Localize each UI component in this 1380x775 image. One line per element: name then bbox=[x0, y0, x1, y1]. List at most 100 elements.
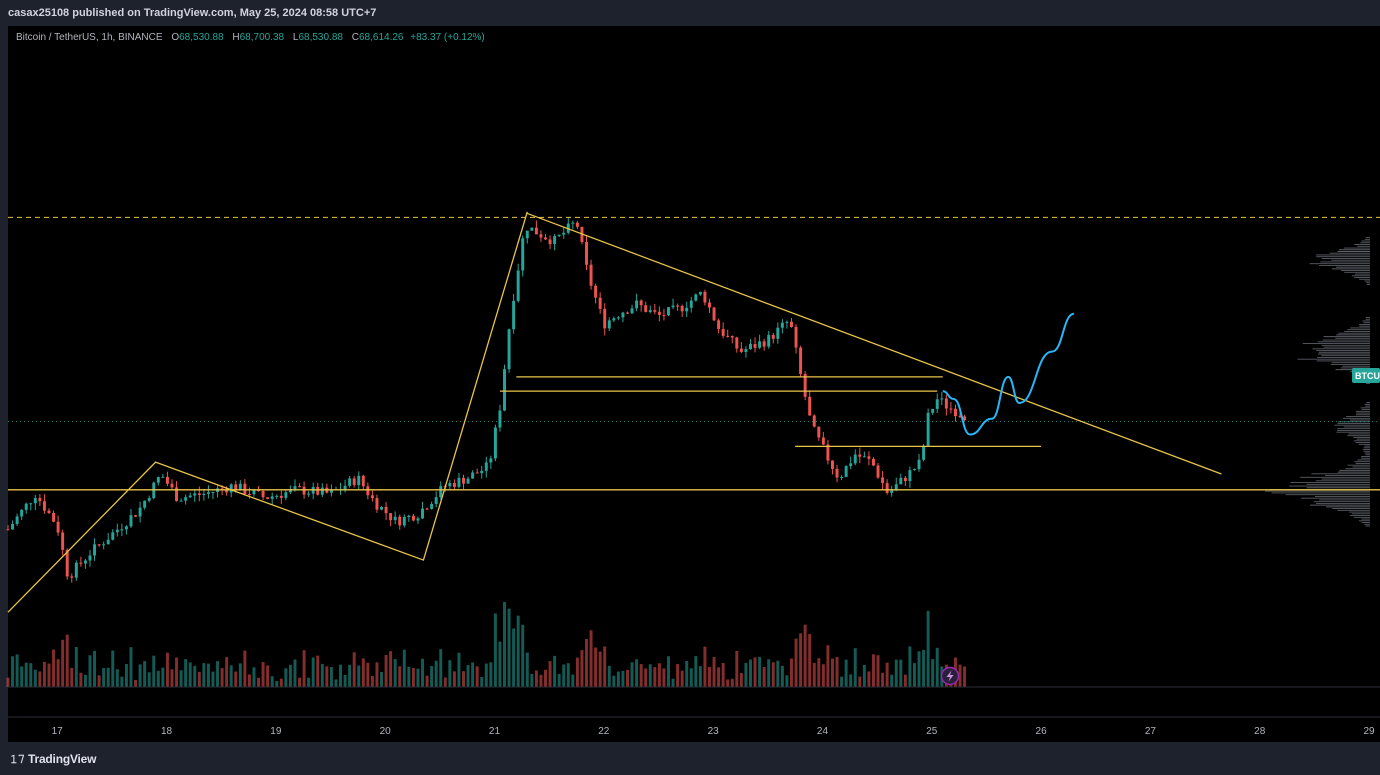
volume-bar bbox=[708, 667, 711, 687]
candle-body bbox=[516, 270, 520, 301]
candle-body bbox=[648, 310, 652, 312]
candle-body bbox=[821, 437, 825, 445]
candle-body bbox=[439, 486, 443, 498]
volume-bar bbox=[316, 655, 320, 687]
candle-body bbox=[717, 320, 721, 330]
volume-bar bbox=[143, 661, 147, 687]
volume-bar bbox=[70, 667, 74, 687]
volume-bar bbox=[858, 676, 862, 687]
candle-body bbox=[6, 529, 10, 531]
volume-bar bbox=[329, 667, 333, 687]
volume-bar bbox=[580, 650, 584, 687]
candle-body bbox=[671, 305, 675, 308]
volume-bar bbox=[621, 670, 625, 687]
volume-bar bbox=[712, 656, 716, 687]
candle-body bbox=[302, 486, 306, 495]
candle-body bbox=[917, 459, 921, 470]
candle-body bbox=[106, 539, 110, 545]
candle-body bbox=[42, 501, 46, 511]
volume-bar bbox=[234, 671, 238, 687]
candle-body bbox=[685, 307, 689, 312]
volume-bar bbox=[220, 668, 224, 687]
candle-body bbox=[361, 475, 365, 487]
volume-bar bbox=[908, 646, 912, 687]
volume-bar bbox=[585, 639, 588, 687]
candle-body bbox=[539, 234, 543, 238]
candle-body bbox=[935, 399, 939, 409]
volume-bar bbox=[789, 658, 793, 687]
volume-bar bbox=[138, 664, 142, 687]
volume-bar bbox=[471, 662, 475, 687]
volume-bar bbox=[216, 661, 220, 687]
chart-area[interactable] bbox=[8, 26, 1380, 742]
volume-bar bbox=[257, 677, 261, 687]
candle-body bbox=[799, 347, 803, 374]
candle-body bbox=[803, 373, 807, 397]
candle-body bbox=[840, 476, 844, 478]
ohlc-legend: Bitcoin / TetherUS, 1h, BINANCE O68,530.… bbox=[16, 32, 485, 43]
volume-bar bbox=[393, 659, 397, 687]
candle-body bbox=[179, 500, 183, 502]
volume-bar bbox=[124, 663, 128, 687]
candlesticks bbox=[6, 217, 967, 583]
volume-bar bbox=[771, 662, 775, 687]
descending-trendline bbox=[527, 212, 1222, 475]
candle-body bbox=[370, 495, 374, 499]
volume-bar bbox=[844, 659, 848, 687]
volume-bar bbox=[284, 668, 288, 687]
volume-bar bbox=[115, 669, 119, 687]
volume-bar bbox=[867, 671, 871, 687]
candle-body bbox=[188, 495, 192, 498]
volume-bar bbox=[553, 655, 557, 687]
alert-button[interactable] bbox=[940, 666, 960, 686]
candle-body bbox=[507, 329, 511, 370]
candle-body bbox=[881, 477, 885, 484]
candle-body bbox=[548, 239, 552, 245]
volume-bar bbox=[931, 659, 935, 687]
candle-body bbox=[165, 476, 169, 484]
volume-bar bbox=[475, 666, 479, 687]
volume-bar bbox=[521, 624, 525, 687]
tradingview-logo[interactable]: 𝟷𝟽 TradingView bbox=[10, 752, 96, 767]
price-tag: BTCU bbox=[1352, 368, 1380, 383]
candle-body bbox=[97, 544, 101, 546]
candle-body bbox=[279, 495, 283, 498]
candle-body bbox=[735, 337, 739, 349]
time-axis-tick-24: 24 bbox=[817, 726, 829, 737]
candle-body bbox=[257, 490, 261, 492]
volume-bar bbox=[184, 659, 188, 687]
candle-body bbox=[493, 427, 497, 459]
candle-body bbox=[876, 465, 880, 478]
volume-bar bbox=[566, 663, 570, 687]
candle-body bbox=[739, 348, 743, 353]
volume-bar bbox=[252, 667, 256, 687]
volume-bar bbox=[676, 664, 680, 687]
candle-body bbox=[616, 317, 620, 319]
candle-body bbox=[808, 396, 812, 416]
volume-bar bbox=[120, 676, 124, 687]
candle-body bbox=[885, 483, 889, 493]
candle-body bbox=[753, 344, 757, 348]
volume-bar bbox=[197, 671, 201, 687]
candle-body bbox=[197, 493, 201, 496]
volume-bar bbox=[361, 658, 365, 687]
candle-body bbox=[298, 486, 302, 488]
candle-body bbox=[389, 513, 393, 521]
volume-bar bbox=[498, 641, 502, 687]
volume-bar bbox=[785, 675, 789, 687]
volume-bar bbox=[398, 666, 402, 687]
candle-body bbox=[603, 308, 607, 329]
time-axis-tick-22: 22 bbox=[598, 726, 610, 737]
volume-bar bbox=[452, 671, 456, 687]
candle-body bbox=[644, 305, 648, 312]
time-axis-tick-20: 20 bbox=[380, 726, 392, 737]
time-axis-tick-19: 19 bbox=[270, 726, 282, 737]
candle-body bbox=[680, 306, 684, 312]
candle-body bbox=[156, 477, 160, 483]
candle-body bbox=[931, 408, 935, 413]
publisher-text: casax25108 published on TradingView.com,… bbox=[8, 7, 377, 19]
volume-bar bbox=[389, 651, 393, 687]
candle-body bbox=[357, 475, 361, 486]
time-axis-tick-25: 25 bbox=[926, 726, 938, 737]
volume-bar bbox=[275, 681, 279, 687]
